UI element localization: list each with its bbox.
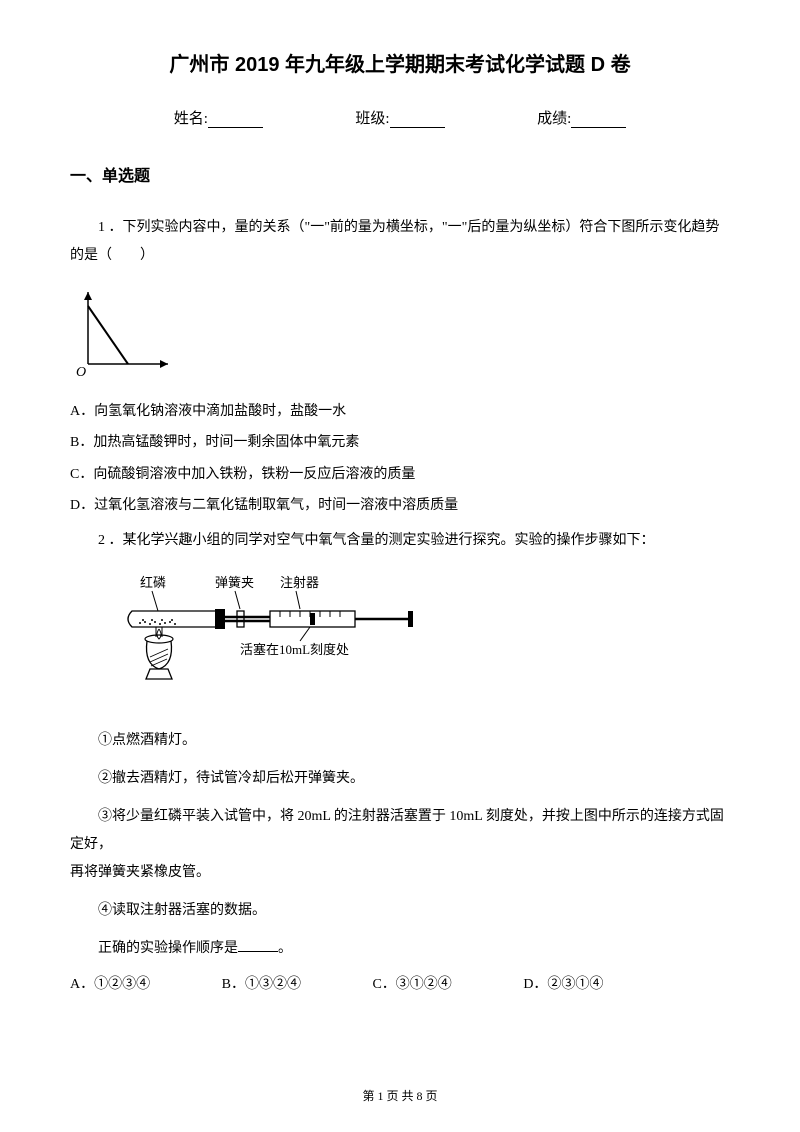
label-plunger: 活塞在10mL刻度处 [240,642,349,657]
page-footer: 第 1 页 共 8 页 [0,1087,800,1104]
class-blank[interactable] [390,113,445,128]
score-blank[interactable] [571,113,626,128]
q2-stem: 2 ．某化学兴趣小组的同学对空气中氧气含量的测定实验进行探究。实验的操作步骤如下… [70,527,730,555]
class-label: 班级: [355,111,389,127]
label-syringe: 注射器 [280,575,319,590]
q1-option-a[interactable]: A．向氢氧化钠溶液中滴加盐酸时，盐酸一水 [70,397,730,426]
q2-answer-blank[interactable] [238,938,278,952]
q2-option-d[interactable]: D．②③①④ [523,973,603,993]
q2-option-c[interactable]: C．③①②④ [372,973,451,993]
score-label: 成绩: [537,111,571,127]
student-info-line: 姓名: 班级: 成绩: [70,107,730,128]
q2-option-a[interactable]: A．①②③④ [70,973,150,993]
q2-option-b[interactable]: B．①③②④ [222,973,301,993]
q1-stem: 1 ．下列实验内容中，量的关系（"一"前的量为横坐标，"一"后的量为纵坐标）符合… [70,214,730,270]
name-blank[interactable] [208,113,263,128]
q2-step-2: ②撤去酒精灯，待试管冷却后松开弹簧夹。 [70,765,730,793]
page-title: 广州市 2019 年九年级上学期期末考试化学试题 D 卷 [70,48,730,77]
section-1-header: 一、单选题 [70,162,730,186]
q2-step-1: ①点燃酒精灯。 [70,727,730,755]
name-label: 姓名: [174,111,208,127]
svg-text:O: O [76,365,86,379]
label-clip: 弹簧夹 [215,575,254,590]
q2-step-3: ③将少量红磷平装入试管中，将 20mL 的注射器活塞置于 10mL 刻度处，并按… [70,803,730,887]
q2-prompt: 正确的实验操作顺序是。 [70,935,730,963]
q2-options: A．①②③④ B．①③②④ C．③①②④ D．②③①④ [70,973,730,993]
label-red-phosphorus: 红磷 [140,575,166,590]
q1-option-c[interactable]: C．向硫酸铜溶液中加入铁粉，铁粉一反应后溶液的质量 [70,460,730,489]
q1-option-b[interactable]: B．加热高锰酸钾时，时间一剩余固体中氧元素 [70,428,730,457]
q2-apparatus-diagram: 红磷 弹簧夹 注射器 活塞在10mL刻度处 [110,569,730,709]
q1-option-d[interactable]: D．过氧化氢溶液与二氧化锰制取氧气，时间一溶液中溶质质量 [70,491,730,520]
q1-graph: O [70,284,730,379]
q2-step-4: ④读取注射器活塞的数据。 [70,897,730,925]
